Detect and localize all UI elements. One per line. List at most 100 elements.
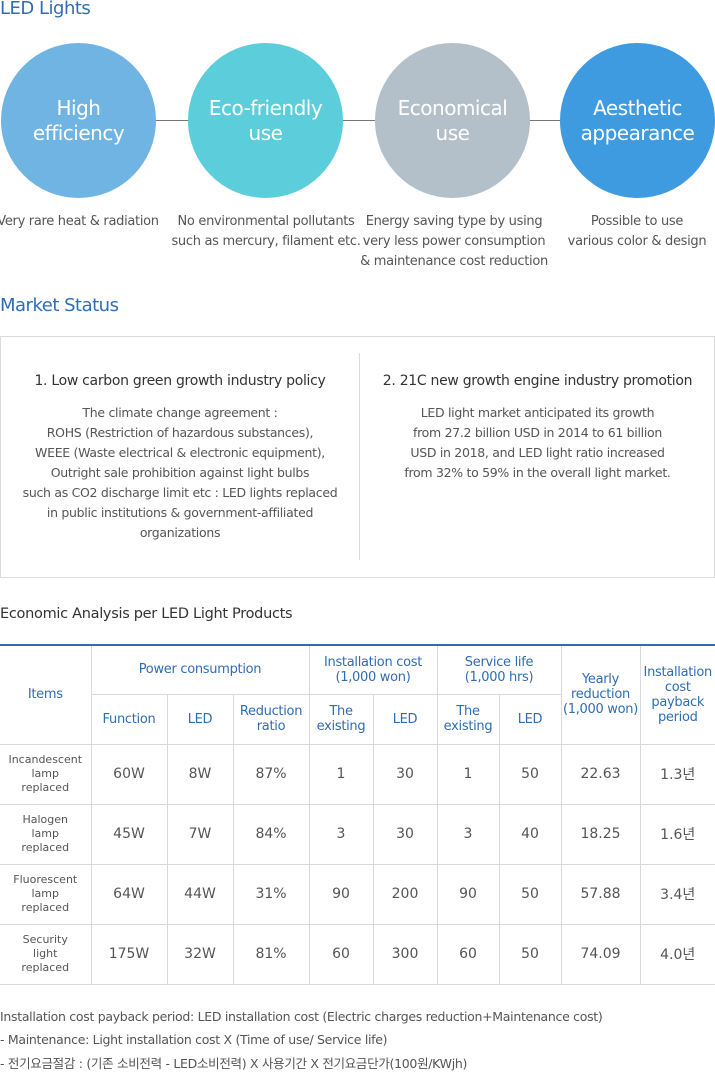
header-payback-period: Installation cost payback period: [639, 644, 715, 745]
header-line: ratio: [256, 719, 286, 734]
item-line: replaced: [21, 781, 70, 794]
feature-desc-line: such as mercury, filament etc.: [171, 234, 361, 249]
cell-install-led: 30: [372, 743, 438, 805]
feature-title-line: appearance: [580, 120, 695, 145]
header-led: LED: [166, 693, 234, 745]
cell-payback: 1.3년: [639, 743, 715, 805]
header-line: Service life: [464, 654, 534, 670]
cell-life-led: 50: [498, 743, 562, 805]
header-line: existing: [443, 719, 493, 734]
cell-reduction-ratio: 31%: [232, 863, 310, 925]
header-service-life: Service life (1,000 hrs): [436, 644, 562, 695]
market-text-line: from 32% to 59% in the overall light mar…: [404, 465, 671, 480]
feature-title-line: Eco-friendly: [208, 95, 323, 120]
cell-install-led: 300: [372, 923, 438, 985]
cell-life-led: 50: [498, 923, 562, 985]
cell-life-led: 50: [498, 863, 562, 925]
table-row: Incandescent lamp replaced 60W 8W 87% 1 …: [0, 743, 715, 805]
cell-install-led: 200: [372, 863, 438, 925]
cell-reduction-ratio: 84%: [232, 803, 310, 865]
cell-yearly-reduction: 18.25: [560, 803, 641, 865]
feature-circle-eco-friendly: Eco-friendly use: [188, 43, 343, 198]
feature-desc-economical: Energy saving type by using very less po…: [359, 212, 549, 272]
feature-circle-economical: Economical use: [375, 43, 530, 198]
economic-analysis-title: Economic Analysis per LED Light Products: [0, 606, 293, 622]
header-yearly-reduction: Yearly reduction (1,000 won): [560, 644, 641, 745]
cell-reduction-ratio: 87%: [232, 743, 310, 805]
item-line: Halogen: [22, 813, 69, 826]
market-text-line: USD in 2018, and LED light ratio increas…: [410, 445, 665, 460]
market-status-title: Market Status: [0, 295, 119, 316]
cell-function: 45W: [90, 803, 168, 865]
cell-install-existing: 1: [308, 743, 374, 805]
header-function: Function: [91, 693, 168, 745]
header-line: (1,000 won): [562, 702, 639, 718]
note-payback-definition: Installation cost payback period: LED in…: [0, 1009, 603, 1024]
row-item: Fluorescent lamp replaced: [0, 863, 92, 925]
feature-circle-high-efficiency: High efficiency: [1, 43, 156, 198]
feature-desc-line: various color & design: [567, 234, 707, 249]
cell-install-led: 30: [372, 803, 438, 865]
table-row: Fluorescent lamp replaced 64W 44W 31% 90…: [0, 863, 715, 925]
market-status-box: 1. Low carbon green growth industry poli…: [0, 336, 715, 578]
header-items: Items: [0, 644, 92, 745]
cell-life-existing: 3: [436, 803, 500, 865]
header-line: (1,000 won): [335, 669, 411, 685]
item-line: light: [33, 947, 58, 960]
item-line: Incandescent: [8, 753, 83, 766]
note-maintenance: - Maintenance: Light installation cost X…: [0, 1032, 388, 1047]
cell-life-existing: 1: [436, 743, 500, 805]
cell-function: 64W: [90, 863, 168, 925]
led-lights-title: LED Lights: [0, 0, 91, 19]
feature-desc-line: Energy saving type by using: [365, 214, 543, 229]
cell-life-existing: 90: [436, 863, 500, 925]
item-line: lamp: [31, 827, 60, 840]
header-line: period: [657, 709, 698, 725]
market-item-growth-engine: 2. 21C new growth engine industry promot…: [360, 373, 715, 483]
cell-payback: 4.0년: [639, 923, 715, 985]
header-line: Installation cost: [323, 654, 422, 670]
item-line: replaced: [21, 841, 70, 854]
header-line: cost payback: [651, 679, 705, 710]
header-line: Installation: [643, 664, 713, 680]
feature-title-line: use: [248, 120, 283, 145]
cell-payback: 3.4년: [639, 863, 715, 925]
market-item-heading: 2. 21C new growth engine industry promot…: [382, 373, 693, 389]
header-line: reduction: [571, 687, 630, 703]
connector-line: [525, 120, 565, 121]
header-reduction-ratio: Reduction ratio: [232, 693, 310, 745]
economic-analysis-table: Items Power consumption Installation cos…: [0, 644, 715, 985]
feature-title-line: High: [56, 95, 101, 120]
feature-title-line: Aesthetic: [593, 95, 682, 120]
table-row: Halogen lamp replaced 45W 7W 84% 3 30 3 …: [0, 803, 715, 865]
cell-led: 8W: [166, 743, 234, 805]
row-item: Security light replaced: [0, 923, 92, 985]
header-line: The: [456, 704, 480, 719]
table-row: Security light replaced 175W 32W 81% 60 …: [0, 923, 715, 985]
header-led: LED: [498, 693, 561, 745]
header-the-existing: The existing: [436, 693, 500, 745]
cell-install-existing: 90: [308, 863, 374, 925]
header-line: (1,000 hrs): [464, 669, 534, 685]
item-line: replaced: [21, 901, 70, 914]
feature-desc-line: & maintenance cost reduction: [360, 254, 548, 269]
cell-yearly-reduction: 57.88: [560, 863, 641, 925]
feature-desc-line: No environmental pollutants: [177, 214, 355, 229]
feature-desc-line: Possible to use: [590, 214, 684, 229]
cell-install-existing: 3: [308, 803, 374, 865]
cell-reduction-ratio: 81%: [232, 923, 310, 985]
feature-desc-line: very less power consumption: [362, 234, 546, 249]
header-the-existing: The existing: [308, 693, 374, 745]
cell-life-existing: 60: [436, 923, 500, 985]
divider: [359, 353, 360, 560]
feature-circle-aesthetic: Aesthetic appearance: [560, 43, 715, 198]
header-line: Yearly: [581, 672, 620, 688]
cell-life-led: 40: [498, 803, 562, 865]
cell-install-existing: 60: [308, 923, 374, 985]
feature-desc-line: Very rare heat & radiation: [0, 214, 159, 229]
header-line: Reduction: [239, 704, 303, 719]
connector-line: [338, 120, 383, 121]
cell-function: 60W: [90, 743, 168, 805]
feature-title-line: efficiency: [32, 120, 125, 145]
feature-title-line: use: [435, 120, 470, 145]
